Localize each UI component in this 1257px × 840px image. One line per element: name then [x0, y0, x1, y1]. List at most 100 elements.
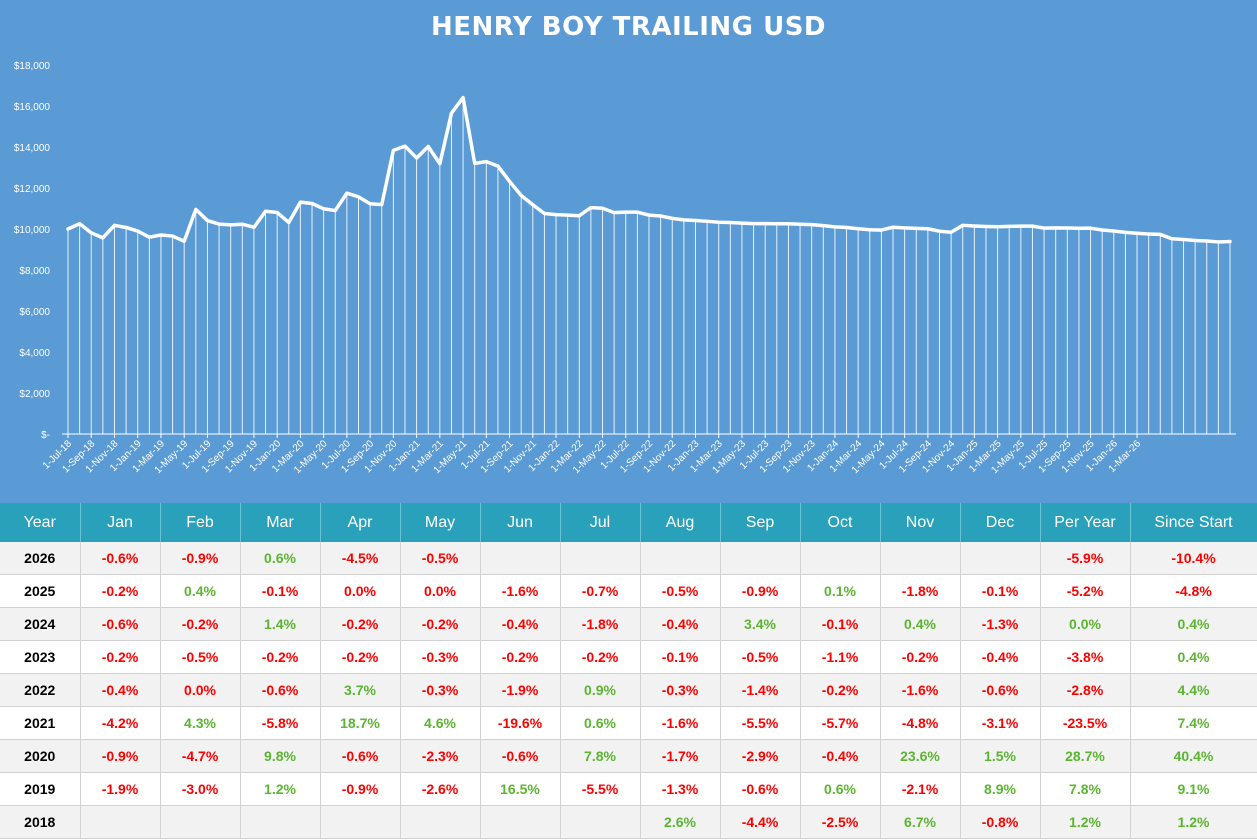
return-cell: -0.5% — [400, 542, 481, 575]
return-cell: 0.0% — [400, 574, 481, 608]
return-cell: -0.4% — [960, 640, 1041, 674]
return-cell: -1.1% — [800, 640, 881, 674]
column-header: Since Start — [1130, 503, 1257, 542]
y-tick-label: $2,000 — [19, 389, 50, 400]
return-cell: -1.9% — [480, 673, 561, 707]
column-header: Per Year — [1040, 503, 1131, 542]
return-cell: -0.2% — [80, 574, 161, 608]
return-cell: -4.8% — [880, 706, 961, 740]
return-cell: -0.3% — [640, 673, 721, 707]
return-cell: 0.4% — [1130, 640, 1257, 674]
return-cell: 3.7% — [320, 673, 401, 707]
year-cell: 2018 — [0, 805, 81, 839]
return-cell: -0.6% — [480, 739, 561, 773]
return-cell: -0.1% — [240, 574, 321, 608]
return-cell: 0.9% — [560, 673, 641, 707]
return-cell: -19.6% — [480, 706, 561, 740]
return-cell: 4.4% — [1130, 673, 1257, 707]
year-cell: 2024 — [0, 607, 81, 641]
column-header: Jan — [80, 503, 161, 542]
return-cell: -0.2% — [160, 607, 241, 641]
return-cell: -0.5% — [720, 640, 801, 674]
return-cell: -0.2% — [880, 640, 961, 674]
return-cell: -5.8% — [240, 706, 321, 740]
return-cell — [960, 542, 1041, 575]
return-cell: -0.1% — [640, 640, 721, 674]
return-cell: 3.4% — [720, 607, 801, 641]
y-tick-label: $4,000 — [19, 348, 50, 359]
table-row: 2022 -0.4% 0.0% -0.6% 3.7% -0.3% -1.9% 0.9% -0.3… — [0, 673, 1257, 707]
return-cell — [480, 805, 561, 839]
return-cell: 0.4% — [1130, 607, 1257, 641]
return-cell: -23.5% — [1040, 706, 1131, 740]
year-cell: 2022 — [0, 673, 81, 707]
return-cell: -0.9% — [80, 739, 161, 773]
trailing-value-chart: $- $2,000 $4,000 $6,000 $8,000 $10,000 $12,000… — [14, 61, 1236, 476]
return-cell: 7.4% — [1130, 706, 1257, 740]
return-cell: -0.6% — [240, 673, 321, 707]
return-cell: -0.6% — [320, 739, 401, 773]
table-row: 2025 -0.2% 0.4% -0.1% 0.0% 0.0% -1.6% -0.7% -0.5… — [0, 574, 1257, 608]
return-cell: -0.9% — [720, 574, 801, 608]
return-cell: -4.8% — [1130, 574, 1257, 608]
return-cell: -0.7% — [560, 574, 641, 608]
year-cell: 2026 — [0, 542, 81, 575]
column-header: Sep — [720, 503, 801, 542]
return-cell: 0.4% — [160, 574, 241, 608]
column-header: Jul — [560, 503, 641, 542]
return-cell: 7.8% — [560, 739, 641, 773]
return-cell: -0.3% — [400, 640, 481, 674]
return-cell: -5.5% — [560, 772, 641, 806]
return-cell: 18.7% — [320, 706, 401, 740]
return-cell: -2.9% — [720, 739, 801, 773]
return-cell — [320, 805, 401, 839]
return-cell — [480, 542, 561, 575]
return-cell: -2.8% — [1040, 673, 1131, 707]
return-cell: -5.7% — [800, 706, 881, 740]
table-row: 2021 -4.2% 4.3% -5.8% 18.7% 4.6% -19.6% 0.6% -1.… — [0, 706, 1257, 740]
return-cell: -0.5% — [160, 640, 241, 674]
y-tick-label: $16,000 — [14, 102, 51, 113]
chart-title: HENRY BOY TRAILING USD — [431, 12, 826, 42]
return-cell: -3.8% — [1040, 640, 1131, 674]
column-header: Apr — [320, 503, 401, 542]
return-cell: -1.4% — [720, 673, 801, 707]
return-cell: -1.6% — [480, 574, 561, 608]
year-cell: 2020 — [0, 739, 81, 773]
return-cell: -0.6% — [720, 772, 801, 806]
return-cell: -1.6% — [880, 673, 961, 707]
column-header: Dec — [960, 503, 1041, 542]
return-cell: -0.2% — [800, 673, 881, 707]
return-cell: -1.6% — [640, 706, 721, 740]
return-cell: -0.6% — [80, 607, 161, 641]
return-cell: -0.3% — [400, 673, 481, 707]
y-tick-label: $12,000 — [14, 184, 51, 195]
return-cell — [640, 542, 721, 575]
return-cell — [400, 805, 481, 839]
y-tick-label: $10,000 — [14, 225, 51, 236]
return-cell: -4.7% — [160, 739, 241, 773]
return-cell: -3.1% — [960, 706, 1041, 740]
return-cell: 1.2% — [1130, 805, 1257, 839]
year-cell: 2019 — [0, 772, 81, 806]
return-cell: 1.2% — [240, 772, 321, 806]
y-tick-label: $8,000 — [19, 266, 50, 277]
return-cell: -4.4% — [720, 805, 801, 839]
return-cell: -0.2% — [560, 640, 641, 674]
return-cell: -4.5% — [320, 542, 401, 575]
monthly-returns-table: Year Jan Feb Mar Apr May Jun Jul Aug Sep Oct Nov Dec… — [0, 503, 1257, 839]
return-cell — [240, 805, 321, 839]
return-cell: -0.4% — [640, 607, 721, 641]
table-row: 2020 -0.9% -4.7% 9.8% -0.6% -2.3% -0.6% 7.8% -1.… — [0, 739, 1257, 773]
return-cell: -0.4% — [80, 673, 161, 707]
column-header: Year — [0, 503, 81, 542]
return-cell: -0.4% — [800, 739, 881, 773]
return-cell: -1.3% — [960, 607, 1041, 641]
return-cell: -0.1% — [800, 607, 881, 641]
return-cell: 40.4% — [1130, 739, 1257, 773]
return-cell: 0.0% — [320, 574, 401, 608]
return-cell — [80, 805, 161, 839]
table-row: 2024 -0.6% -0.2% 1.4% -0.2% -0.2% -0.4% -1.8% -0… — [0, 607, 1257, 641]
return-cell: -5.2% — [1040, 574, 1131, 608]
return-cell: -0.2% — [80, 640, 161, 674]
